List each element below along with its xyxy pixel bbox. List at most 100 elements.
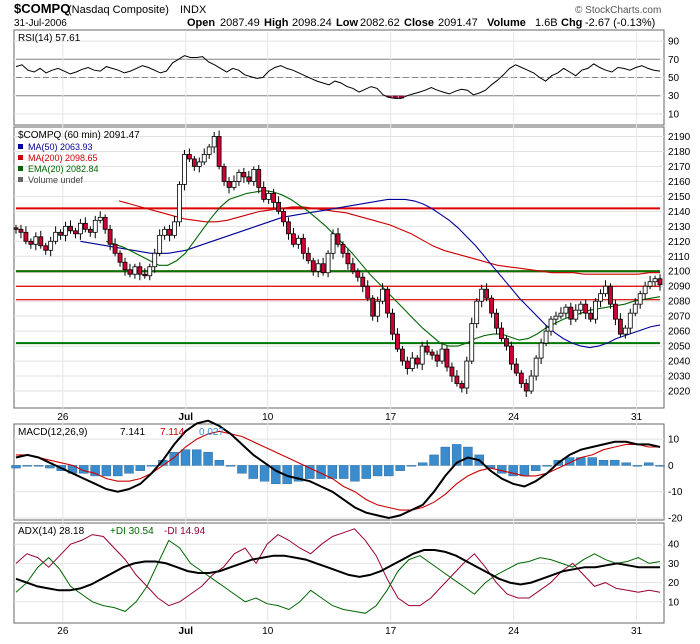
candle-body xyxy=(652,278,658,283)
macd-y-tick-label: 10 xyxy=(668,435,680,446)
candle-body xyxy=(58,231,63,236)
macd-histogram-bar xyxy=(463,446,473,466)
macd-histogram-bar xyxy=(225,465,236,467)
candle-body xyxy=(231,181,237,188)
macd-histogram-bar xyxy=(384,465,394,477)
candle-body xyxy=(18,228,24,233)
candle-body xyxy=(330,233,336,254)
close-label: Close xyxy=(404,17,434,29)
candle-body xyxy=(92,219,98,233)
candle-body xyxy=(300,237,306,254)
candle-body xyxy=(449,366,455,377)
macd-legend-hist: 0.027 xyxy=(199,427,224,438)
candle-body xyxy=(68,225,73,232)
candle-body xyxy=(78,222,83,235)
candle-body xyxy=(558,312,564,317)
macd-histogram-bar xyxy=(372,465,383,477)
candle-body xyxy=(568,306,574,320)
candle-body xyxy=(201,154,207,163)
price-legend: $COMPQ (60 min) 2091.47 xyxy=(18,130,140,141)
candle-body xyxy=(251,169,257,182)
macd-histogram-bar xyxy=(655,465,665,467)
candle-body xyxy=(434,354,440,362)
symbol: $COMPQ xyxy=(14,1,70,16)
date-tick-label-bottom: 26 xyxy=(57,626,69,637)
candle-body xyxy=(216,136,222,167)
candle-body xyxy=(414,357,420,365)
ma50-swatch xyxy=(18,144,23,149)
macd-histogram-bar xyxy=(203,452,213,466)
macd-histogram-bar xyxy=(214,459,225,466)
candle-body xyxy=(236,172,242,182)
macd-histogram-bar xyxy=(11,465,21,469)
price-y-tick-label: 2090 xyxy=(668,282,691,293)
candle-body xyxy=(627,312,633,329)
ema20-swatch xyxy=(18,166,23,171)
candle-body xyxy=(513,363,519,374)
candle-body xyxy=(320,263,326,274)
macd-histogram-bar xyxy=(146,465,157,467)
chg-label: Chg xyxy=(561,17,582,29)
candle-body xyxy=(613,303,618,320)
candle-body xyxy=(508,345,514,365)
volume-swatch xyxy=(18,177,23,182)
macd-histogram-bar xyxy=(101,465,112,477)
price-y-tick-label: 2130 xyxy=(668,222,691,233)
adx-y-tick-label: 40 xyxy=(668,540,680,551)
price-y-tick-label: 2180 xyxy=(668,147,691,158)
candle-body xyxy=(167,228,172,236)
macd-histogram-bar xyxy=(632,465,643,467)
candle-body xyxy=(350,263,356,272)
candle-body xyxy=(186,154,192,160)
index-name: (Nasdaq Composite) xyxy=(68,4,169,16)
macd-histogram-bar xyxy=(180,449,191,466)
adx-legend: ADX(14) 28.18 xyxy=(18,526,85,537)
candle-body xyxy=(647,281,653,287)
date-tick-label-bottom: Jul xyxy=(179,626,194,637)
volume-label: Volume xyxy=(487,17,526,29)
candle-body xyxy=(295,237,301,245)
candle-body xyxy=(211,136,217,148)
candle-body xyxy=(489,297,494,314)
candle-body xyxy=(494,312,499,329)
plus-di-line xyxy=(15,539,661,614)
candle-body xyxy=(117,252,123,263)
candle-body xyxy=(132,266,138,275)
adx-line xyxy=(15,549,660,592)
candle-body xyxy=(385,288,390,314)
macd-histogram-bar xyxy=(33,465,44,467)
candle-body xyxy=(553,315,559,320)
macd-histogram-bar xyxy=(112,465,123,477)
candle-body xyxy=(355,270,361,278)
minus-di-line xyxy=(15,528,661,607)
candle-body xyxy=(637,293,643,305)
macd-histogram-bar xyxy=(587,457,597,466)
rsi-y-tick-label: 30 xyxy=(668,91,680,102)
price-y-tick-label: 2060 xyxy=(668,327,691,338)
macd-histogram-bar xyxy=(395,465,405,471)
macd-histogram-bar xyxy=(451,444,462,466)
candle-body xyxy=(573,309,579,320)
macd-histogram-bar xyxy=(124,465,134,474)
rsi-y-tick-label: 50 xyxy=(668,73,680,84)
macd-line xyxy=(15,419,661,520)
candle-body xyxy=(617,318,623,335)
candle-body xyxy=(28,240,34,245)
marks-layer xyxy=(11,55,665,614)
candle-body xyxy=(182,154,187,185)
candle-body xyxy=(142,273,148,277)
price-y-tick-label: 2160 xyxy=(668,177,691,188)
candle-body xyxy=(112,243,118,254)
ma200-line xyxy=(118,200,660,275)
candle-body xyxy=(588,312,594,320)
candle-body xyxy=(439,348,445,362)
rsi-legend: RSI(14) 57.61 xyxy=(18,33,81,44)
candle-body xyxy=(360,276,366,287)
price-y-tick-label: 2140 xyxy=(668,207,691,218)
macd-histogram-bar xyxy=(45,465,55,469)
candle-body xyxy=(608,285,613,305)
rsi-y-tick-label: 10 xyxy=(668,109,680,120)
macd-histogram-bar xyxy=(293,465,304,482)
candle-body xyxy=(395,333,400,350)
